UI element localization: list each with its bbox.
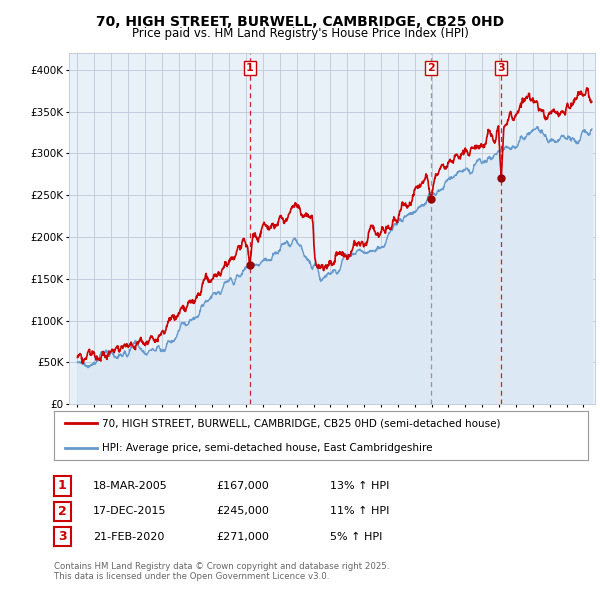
Text: £245,000: £245,000	[216, 506, 269, 516]
Text: 70, HIGH STREET, BURWELL, CAMBRIDGE, CB25 0HD: 70, HIGH STREET, BURWELL, CAMBRIDGE, CB2…	[96, 15, 504, 29]
Text: 17-DEC-2015: 17-DEC-2015	[93, 506, 167, 516]
Text: 2: 2	[58, 504, 67, 518]
Text: Price paid vs. HM Land Registry's House Price Index (HPI): Price paid vs. HM Land Registry's House …	[131, 27, 469, 40]
Text: 18-MAR-2005: 18-MAR-2005	[93, 481, 168, 491]
Text: 1: 1	[246, 63, 254, 73]
Text: 3: 3	[497, 63, 505, 73]
Text: 21-FEB-2020: 21-FEB-2020	[93, 532, 164, 542]
Text: 1: 1	[58, 479, 67, 493]
Text: 3: 3	[58, 530, 67, 543]
Text: £271,000: £271,000	[216, 532, 269, 542]
Text: 70, HIGH STREET, BURWELL, CAMBRIDGE, CB25 0HD (semi-detached house): 70, HIGH STREET, BURWELL, CAMBRIDGE, CB2…	[102, 418, 500, 428]
Text: 2: 2	[427, 63, 435, 73]
Text: HPI: Average price, semi-detached house, East Cambridgeshire: HPI: Average price, semi-detached house,…	[102, 443, 433, 453]
Text: Contains HM Land Registry data © Crown copyright and database right 2025.
This d: Contains HM Land Registry data © Crown c…	[54, 562, 389, 581]
Text: 5% ↑ HPI: 5% ↑ HPI	[330, 532, 382, 542]
Text: 11% ↑ HPI: 11% ↑ HPI	[330, 506, 389, 516]
Text: £167,000: £167,000	[216, 481, 269, 491]
Text: 13% ↑ HPI: 13% ↑ HPI	[330, 481, 389, 491]
